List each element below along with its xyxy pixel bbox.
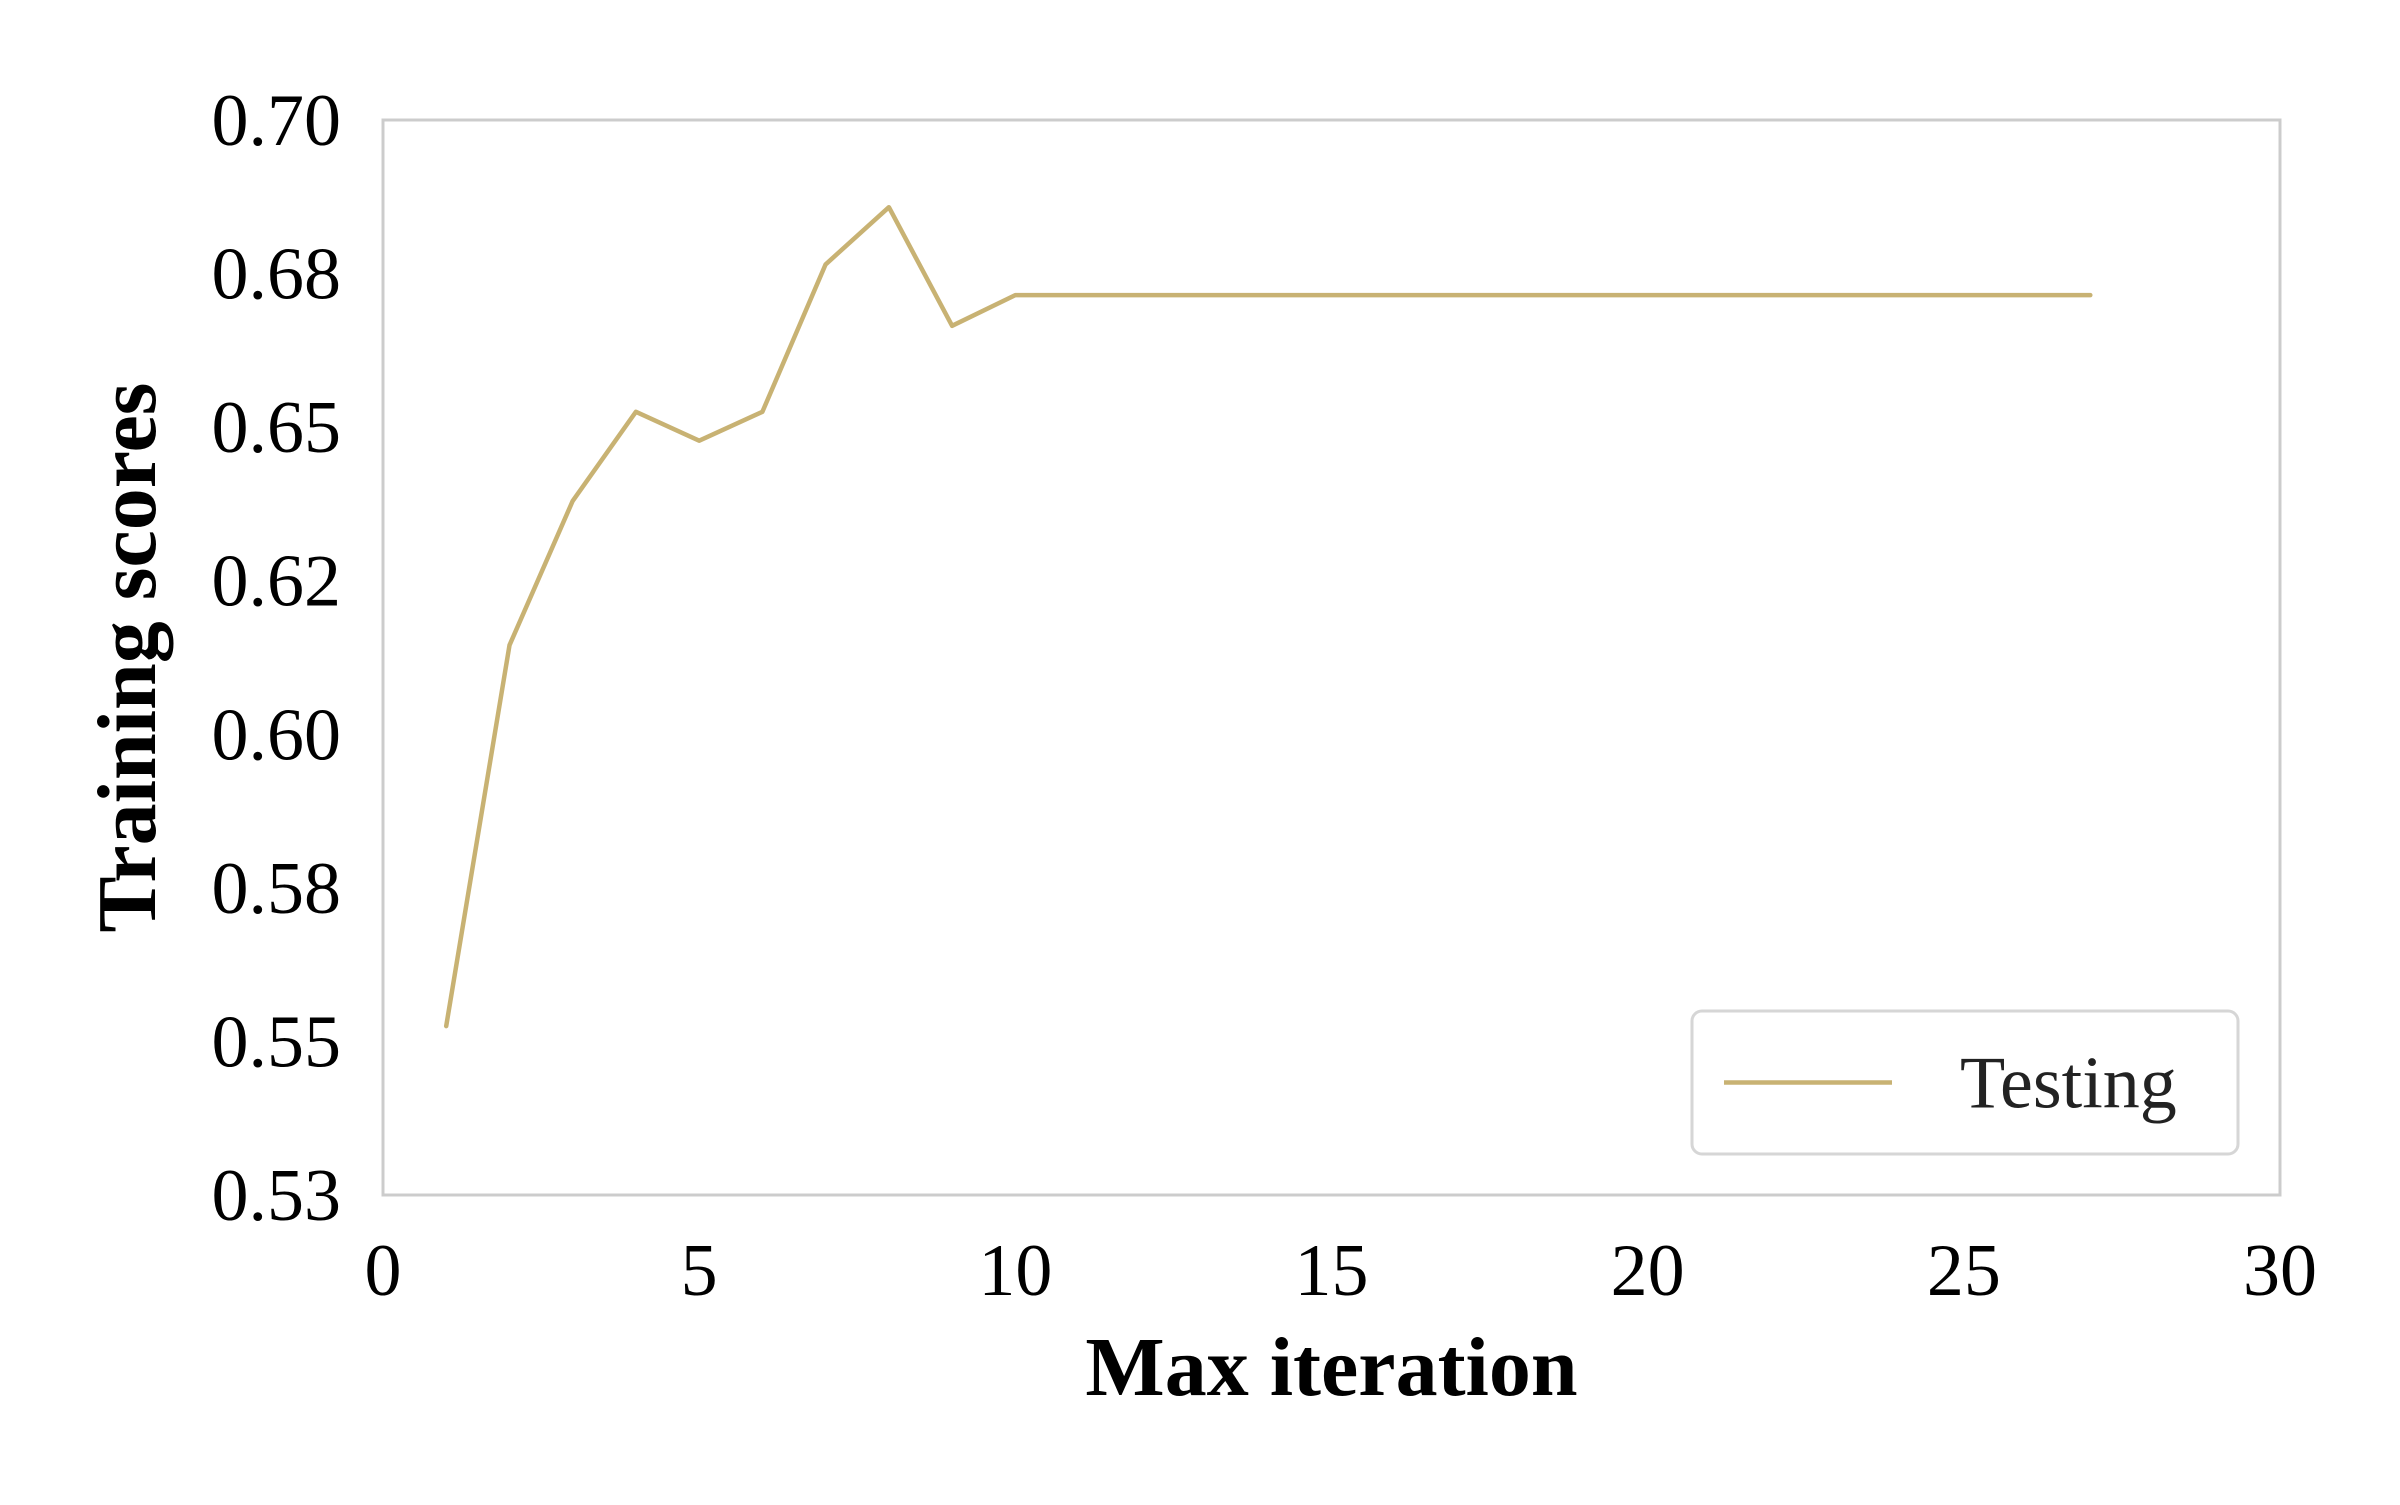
x-tick-label: 20 <box>1611 1230 1685 1312</box>
y-tick-label: 0.62 <box>212 541 342 623</box>
series-line-0 <box>443 204 2093 1029</box>
y-tick-label: 0.55 <box>212 1001 342 1083</box>
y-tick-label: 0.70 <box>212 80 342 162</box>
y-axis-label: Training scores <box>81 383 174 933</box>
x-tick-label: 0 <box>365 1230 402 1312</box>
x-tick-label: 10 <box>978 1230 1052 1312</box>
x-tick-label: 5 <box>681 1230 718 1312</box>
plot-area-frame <box>381 118 2282 1197</box>
x-tick-label: 25 <box>1927 1230 2001 1312</box>
x-tick-label: 15 <box>1295 1230 1369 1312</box>
legend-box <box>1690 1009 2240 1156</box>
legend-label: Testing <box>1960 1043 2177 1125</box>
legend: Testing <box>1690 1009 2240 1156</box>
x-tick-label: 30 <box>2243 1230 2317 1312</box>
y-tick-label: 0.65 <box>212 387 342 469</box>
x-axis-label: Max iteration <box>1085 1321 1577 1414</box>
y-tick-label: 0.68 <box>212 234 342 316</box>
y-tick-label: 0.53 <box>212 1155 342 1237</box>
y-tick-label: 0.58 <box>212 848 342 930</box>
y-tick-label: 0.60 <box>212 694 342 776</box>
